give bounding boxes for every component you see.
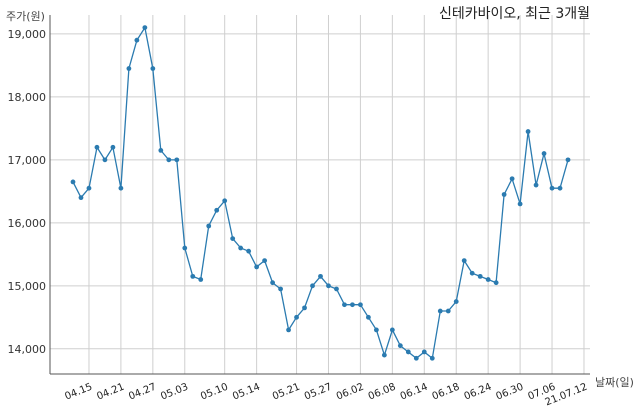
grid xyxy=(50,15,590,374)
x-tick-label: 04.21 xyxy=(95,382,126,403)
data-point xyxy=(326,283,331,289)
y-tick-label: 19,000 xyxy=(8,28,47,41)
y-tick-label: 15,000 xyxy=(8,280,47,293)
data-point xyxy=(246,248,252,254)
data-point xyxy=(278,286,283,292)
data-point xyxy=(150,66,156,71)
data-point xyxy=(198,277,204,282)
data-point xyxy=(413,355,419,361)
data-point xyxy=(190,273,196,279)
data-point xyxy=(310,283,315,289)
data-point xyxy=(222,198,228,204)
x-tick-label: 04.27 xyxy=(127,382,158,403)
data-point xyxy=(214,207,220,213)
data-point xyxy=(262,258,268,264)
data-point xyxy=(102,157,108,163)
x-tick-label: 06.24 xyxy=(463,382,494,403)
data-point xyxy=(142,25,148,30)
data-point xyxy=(389,327,395,333)
x-tick-label: 06.02 xyxy=(335,382,366,403)
data-point xyxy=(453,299,459,304)
data-point xyxy=(381,352,387,358)
data-point xyxy=(70,179,76,185)
data-point xyxy=(230,236,236,241)
data-point xyxy=(334,286,339,292)
y-tick-label: 16,000 xyxy=(8,217,47,230)
x-axis-label: 날짜(일) xyxy=(595,375,634,389)
data-point xyxy=(373,327,379,333)
x-tick-label: 06.08 xyxy=(367,382,398,403)
x-tick-label: 05.27 xyxy=(303,382,334,403)
y-axis-label: 주가(원) xyxy=(6,10,45,23)
data-point xyxy=(485,277,491,282)
data-point xyxy=(541,151,547,156)
data-point xyxy=(421,349,427,355)
y-tick-label: 14,000 xyxy=(8,343,47,356)
data-point xyxy=(158,148,164,153)
data-point xyxy=(429,355,435,361)
data-point xyxy=(78,195,84,201)
data-point xyxy=(477,273,483,279)
data-point xyxy=(118,185,124,191)
chart-title: 신테카바이오, 최근 3개월 xyxy=(439,6,590,22)
data-point xyxy=(238,245,244,251)
data-point xyxy=(174,157,180,163)
data-point xyxy=(565,157,571,163)
x-tick-label: 04.15 xyxy=(63,382,94,403)
data-point xyxy=(437,308,443,314)
y-tick-label: 18,000 xyxy=(8,91,47,104)
data-point xyxy=(350,302,355,308)
price-line xyxy=(72,25,569,360)
data-point xyxy=(366,314,371,320)
data-point xyxy=(405,349,411,355)
data-point xyxy=(86,185,92,191)
x-tick-label: 06.14 xyxy=(399,382,430,403)
data-point xyxy=(318,273,323,279)
data-point xyxy=(126,66,132,71)
x-tick-label: 06.18 xyxy=(431,382,462,403)
data-point xyxy=(517,201,523,207)
chart-labels: 신테카바이오, 최근 3개월 주가(원) 날짜(일) xyxy=(6,6,634,389)
data-point xyxy=(270,280,275,286)
x-tick-label: 05.03 xyxy=(159,382,190,403)
data-point xyxy=(469,270,475,276)
data-point xyxy=(206,223,212,229)
x-tick-label: 06.30 xyxy=(495,382,526,403)
data-point xyxy=(397,343,403,349)
data-point xyxy=(509,176,515,182)
data-point xyxy=(525,129,531,134)
data-point xyxy=(557,185,563,191)
data-point xyxy=(94,144,100,150)
x-tick-label: 05.21 xyxy=(271,382,302,403)
data-point xyxy=(445,308,451,314)
data-point xyxy=(302,305,307,311)
x-tick-label: 05.14 xyxy=(231,382,262,403)
data-point xyxy=(254,264,260,270)
data-point xyxy=(166,157,172,163)
data-point xyxy=(342,302,347,308)
data-point xyxy=(294,314,299,320)
data-point xyxy=(501,192,507,197)
price-series xyxy=(70,25,571,361)
data-point xyxy=(533,182,539,188)
data-point xyxy=(110,144,116,150)
data-point xyxy=(134,37,140,43)
x-tick-label: 05.10 xyxy=(199,382,230,403)
data-point xyxy=(358,302,363,308)
y-tick-label: 17,000 xyxy=(8,154,47,167)
data-point xyxy=(493,280,499,286)
data-point xyxy=(461,258,467,264)
data-point xyxy=(549,185,555,191)
data-point xyxy=(182,245,188,251)
data-point xyxy=(286,327,291,333)
